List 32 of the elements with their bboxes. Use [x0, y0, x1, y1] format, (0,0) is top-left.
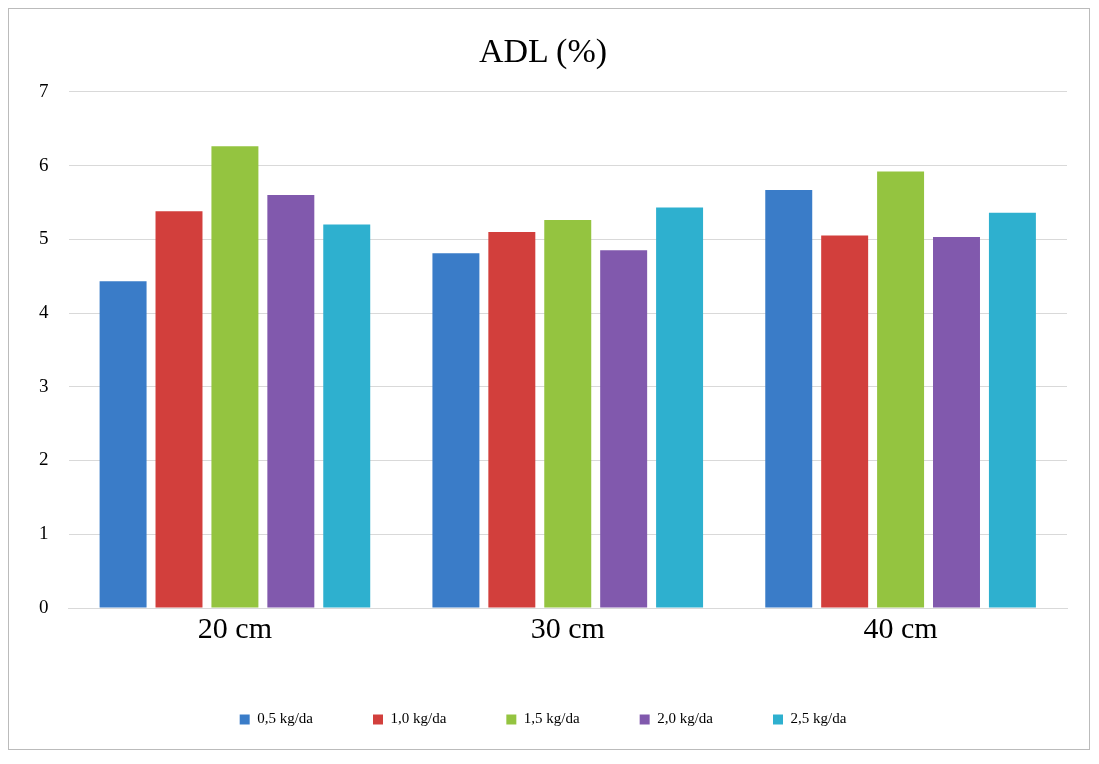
legend-label: 1,0 kg/da [390, 710, 447, 727]
bar [99, 281, 147, 608]
y-tick-label: 3 [39, 374, 49, 396]
bar [323, 224, 371, 608]
y-tick-label: 4 [39, 301, 49, 323]
legend-label: 2,5 kg/da [790, 710, 847, 727]
legend-label: 0,5 kg/da [257, 710, 314, 727]
bar [267, 195, 315, 608]
y-tick-label: 1 [39, 522, 49, 544]
x-tick-label: 30 cm [530, 610, 605, 644]
chart-title: ADL (%) [478, 32, 608, 71]
bar [544, 220, 592, 608]
bar [600, 250, 648, 608]
bar [821, 235, 869, 608]
bar [765, 189, 813, 608]
bar [488, 231, 536, 608]
legend-label: 1,5 kg/da [523, 710, 580, 727]
bar [211, 146, 259, 608]
bar [877, 171, 925, 608]
y-tick-label: 6 [39, 153, 49, 175]
x-tick-label: 20 cm [197, 610, 272, 644]
y-tick-label: 7 [39, 79, 49, 101]
legend-label: 2,0 kg/da [657, 710, 714, 727]
bar [988, 212, 1036, 608]
bar [933, 237, 980, 608]
x-tick-label: 40 cm [863, 610, 938, 644]
bar [656, 207, 704, 608]
y-tick-label: 0 [39, 595, 49, 617]
y-tick-label: 2 [39, 448, 49, 470]
y-tick-label: 5 [39, 227, 49, 249]
bar [432, 253, 480, 608]
bar [155, 211, 203, 608]
